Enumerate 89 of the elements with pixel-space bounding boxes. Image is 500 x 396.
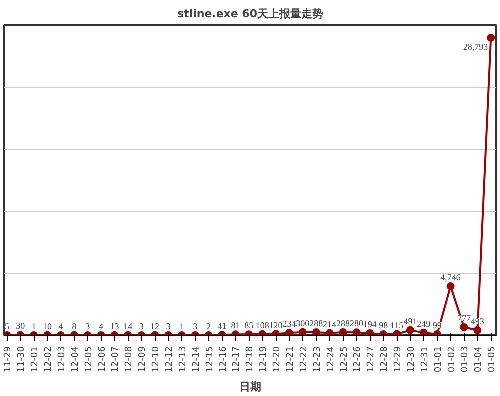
data-label: 234 [282, 319, 297, 330]
x-tick-label: 12-18 [246, 346, 256, 373]
data-label: 300 [296, 318, 310, 328]
data-label: 81 [231, 320, 240, 331]
x-tick-label: 12-26 [353, 346, 364, 373]
x-tick-label: 12-31 [420, 346, 430, 373]
x-tick-label: 12-20 [272, 346, 283, 373]
data-label: 3 [86, 321, 91, 332]
data-label: 4,746 [440, 272, 462, 282]
x-tick-label: 12-10 [152, 346, 162, 373]
data-label: 85 [244, 320, 254, 331]
data-label: 493 [470, 316, 485, 326]
data-label: 13 [110, 321, 120, 332]
point [352, 328, 361, 336]
x-tick-label: 12-15 [205, 346, 216, 373]
x-tick-label: 12-13 [178, 346, 188, 373]
x-tick-label: 12-23 [312, 346, 323, 373]
point [420, 328, 428, 336]
data-label: 98 [379, 320, 389, 330]
data-label: 28,793 [463, 42, 489, 52]
x-tick-label: 01-02 [447, 346, 458, 373]
x-tick-label: 12-04 [70, 346, 81, 373]
x-tick-label: 01-04 [474, 346, 484, 373]
point [460, 323, 468, 332]
x-tick-label: 12-24 [326, 346, 336, 373]
x-tick-label: 12-01 [30, 346, 41, 373]
x-axis-title: 日期 [240, 380, 262, 394]
x-tick-label: 12-17 [232, 346, 242, 373]
x-tick-label: 11-30 [17, 346, 28, 373]
data-label: 1 [32, 321, 36, 332]
point [339, 328, 348, 336]
point [285, 329, 294, 336]
x-tick-label: 12-21 [286, 346, 296, 373]
point [326, 329, 334, 336]
x-tick-label: 12-06 [98, 346, 108, 373]
data-label: 120 [269, 320, 284, 330]
x-tick-label: 12-08 [124, 346, 135, 373]
x-tick-label: 12-12 [165, 346, 175, 373]
x-tick-label: 12-29 [394, 346, 404, 373]
data-label: 280 [350, 318, 364, 329]
point [446, 282, 455, 290]
data-label: 491 [404, 316, 418, 326]
data-label: 288 [336, 318, 351, 329]
data-label: 777 [457, 313, 472, 324]
x-tick-label: 01-05 [488, 346, 498, 373]
chart-title: stline.exe 60天上报量走势 [178, 8, 324, 20]
data-label: 14 [124, 321, 134, 332]
data-label: 115 [390, 320, 404, 330]
data-label: 41 [218, 321, 227, 332]
data-label: 194 [363, 319, 378, 330]
data-label: 3 [193, 321, 198, 332]
data-label: 5 [4, 321, 10, 332]
data-label: 214 [323, 319, 338, 330]
data-label: 4 [58, 321, 64, 332]
point [298, 328, 307, 336]
x-tick-label: 12-14 [192, 346, 202, 373]
x-tick-label: 01-03 [460, 346, 471, 373]
point [406, 326, 414, 334]
data-label: 99 [432, 320, 442, 330]
x-tick-label: 12-16 [218, 346, 229, 373]
data-label: 288 [310, 318, 324, 329]
x-tick-label: 12-22 [299, 346, 310, 373]
data-label: 3 [166, 321, 172, 332]
x-tick-label: 12-05 [84, 346, 94, 373]
x-tick-label: 12-02 [44, 346, 54, 373]
data-label: 8 [72, 321, 78, 332]
point [474, 326, 482, 334]
x-tick-label: 11-29 [4, 346, 14, 373]
x-tick-label: 12-27 [366, 346, 377, 373]
x-tick-label: 12-03 [57, 346, 68, 373]
point [312, 328, 320, 336]
x-tick-label: 12-30 [406, 346, 417, 373]
x-tick-label: 12-25 [340, 346, 350, 373]
data-label: 12 [150, 321, 160, 332]
data-label: 2 [206, 321, 212, 332]
x-tick-label: 12-07 [111, 346, 122, 373]
data-label: 108 [256, 320, 270, 330]
data-label: 30 [16, 321, 26, 332]
data-label: 4 [99, 321, 104, 332]
x-tick-label: 01-01 [434, 346, 444, 373]
data-label: 249 [417, 318, 432, 329]
data-label: 10 [43, 321, 53, 332]
x-tick-label: 12-28 [380, 346, 390, 373]
data-label: 1 [180, 321, 184, 332]
x-tick-label: 12-09 [138, 346, 148, 373]
x-tick-label: 12-19 [259, 346, 270, 373]
data-label: 3 [139, 321, 144, 332]
point [366, 330, 374, 336]
point [487, 34, 496, 42]
